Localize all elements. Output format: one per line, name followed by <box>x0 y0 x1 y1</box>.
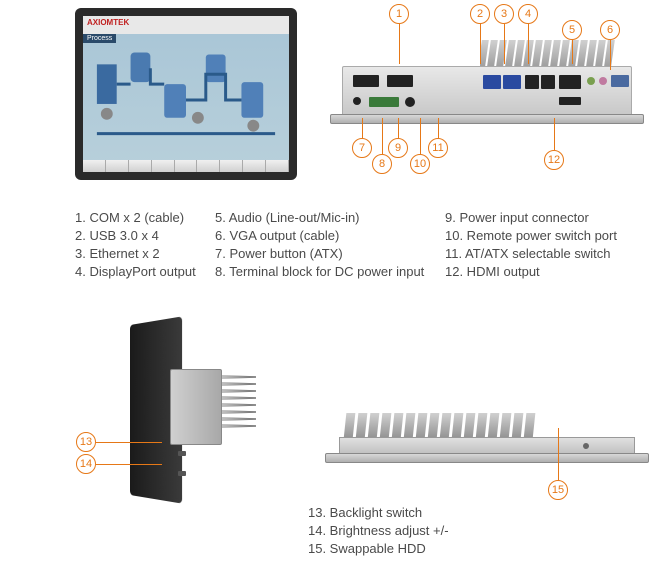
com-port <box>387 75 413 87</box>
callout-line <box>438 118 439 138</box>
legend-item: 8. Terminal block for DC power input <box>215 264 445 279</box>
base-profile <box>325 453 649 463</box>
legend-col-2: 5. Audio (Line-out/Mic-in) 6. VGA output … <box>215 210 445 279</box>
callout-line <box>362 118 363 138</box>
hmi-screen: AXIOMTEK Process <box>83 16 289 172</box>
legend-item: 10. Remote power switch port <box>445 228 645 243</box>
callout-3: 3 <box>494 4 514 24</box>
power-input <box>405 97 415 107</box>
panel-rear-io-view <box>330 40 644 140</box>
callout-line <box>382 118 383 154</box>
legend-item: 6. VGA output (cable) <box>215 228 445 243</box>
callout-14: 14 <box>76 454 96 474</box>
callout-line <box>96 442 162 443</box>
bottom-views: 1314 15 13. Backlight switch 14. Brightnes… <box>0 320 670 560</box>
callout-1: 1 <box>389 4 409 24</box>
callout-line <box>399 24 400 64</box>
legend-item: 13. Backlight switch <box>308 505 449 520</box>
screen-button-bar <box>83 160 289 172</box>
callout-line <box>480 24 481 64</box>
heatsink-profile <box>345 413 551 439</box>
callout-line <box>572 40 573 64</box>
legend-top: 1. COM x 2 (cable) 2. USB 3.0 x 4 3. Ether… <box>75 210 645 279</box>
power-button <box>353 97 361 105</box>
callout-line <box>554 118 555 150</box>
legend-item: 3. Ethernet x 2 <box>75 246 215 261</box>
callout-8: 8 <box>372 154 392 174</box>
legend-item: 15. Swappable HDD <box>308 541 449 556</box>
io-plate <box>342 66 632 116</box>
legend-bottom: 13. Backlight switch 14. Brightness adjus… <box>308 505 449 556</box>
enclosure-side <box>170 369 222 445</box>
callout-6: 6 <box>600 20 620 40</box>
com-port <box>353 75 379 87</box>
lan-port <box>541 75 555 89</box>
callout-5: 5 <box>562 20 582 40</box>
callout-13: 13 <box>76 432 96 452</box>
legend-item: 9. Power input connector <box>445 210 645 225</box>
callout-line <box>610 40 611 70</box>
axiomtek-logo: AXIOMTEK <box>87 18 129 27</box>
hdd-bay <box>583 443 589 449</box>
callout-11: 11 <box>428 138 448 158</box>
legend-item: 11. AT/ATX selectable switch <box>445 246 645 261</box>
lan-port <box>525 75 539 89</box>
panel-top-profile-view <box>325 395 649 475</box>
callout-9: 9 <box>388 138 408 158</box>
legend-item: 5. Audio (Line-out/Mic-in) <box>215 210 445 225</box>
callout-line <box>398 118 399 138</box>
hdmi-port <box>559 97 581 105</box>
legend-item: 7. Power button (ATX) <box>215 246 445 261</box>
callout-line <box>504 24 505 64</box>
heatsink-side <box>222 375 256 439</box>
brightness-buttons <box>178 471 186 476</box>
callout-line <box>420 118 421 154</box>
usb-port <box>483 75 501 89</box>
usb-port <box>503 75 521 89</box>
callout-line <box>528 24 529 64</box>
panel-base-edge <box>330 114 644 124</box>
top-views: AXIOMTEK Process <box>0 0 670 190</box>
screen-header: AXIOMTEK <box>83 16 289 34</box>
panel-front-view: AXIOMTEK Process <box>75 8 297 180</box>
callout-4: 4 <box>518 4 538 24</box>
legend-col-1: 1. COM x 2 (cable) 2. USB 3.0 x 4 3. Ether… <box>75 210 215 279</box>
callout-7: 7 <box>352 138 372 158</box>
audio-jack <box>587 77 595 85</box>
callout-15: 15 <box>548 480 568 500</box>
legend-col-3: 9. Power input connector 10. Remote power… <box>445 210 645 279</box>
backlight-switch <box>178 451 186 456</box>
audio-jack <box>599 77 607 85</box>
vga-port <box>611 75 629 87</box>
panel-side-view <box>100 325 280 505</box>
terminal-block <box>369 97 399 107</box>
dp-port <box>559 75 581 89</box>
legend-item: 14. Brightness adjust +/- <box>308 523 449 538</box>
process-diagram <box>87 40 285 158</box>
callout-10: 10 <box>410 154 430 174</box>
callout-12: 12 <box>544 150 564 170</box>
callout-2: 2 <box>470 4 490 24</box>
callout-line <box>96 464 162 465</box>
legend-item: 2. USB 3.0 x 4 <box>75 228 215 243</box>
legend-item: 4. DisplayPort output <box>75 264 215 279</box>
legend-item: 12. HDMI output <box>445 264 645 279</box>
legend-item: 1. COM x 2 (cable) <box>75 210 215 225</box>
